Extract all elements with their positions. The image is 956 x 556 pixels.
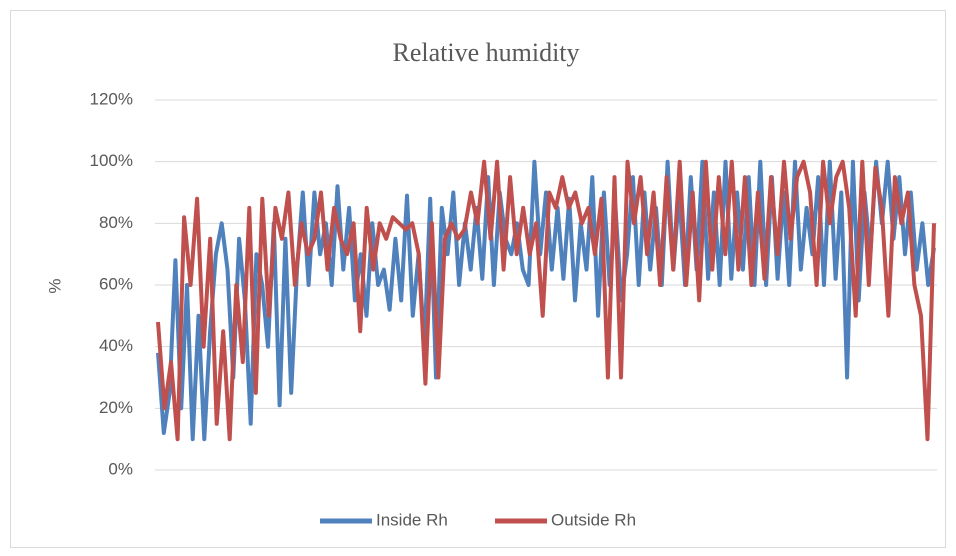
y-tick-label: 120% [90, 89, 133, 108]
y-tick-label: 80% [99, 213, 133, 232]
y-tick-label: 60% [99, 274, 133, 293]
y-tick-label: 0% [108, 459, 133, 478]
series-line [156, 159, 936, 442]
y-axis-label: % [45, 278, 64, 293]
legend-label: Outside Rh [551, 510, 636, 529]
chart-frame [10, 10, 946, 548]
y-tick-label: 20% [99, 398, 133, 417]
series-line [156, 159, 936, 442]
legend-label: Inside Rh [376, 510, 448, 529]
y-tick-label: 100% [90, 151, 133, 170]
y-tick-label: 40% [99, 336, 133, 355]
chart-title: Relative humidity [392, 38, 579, 67]
